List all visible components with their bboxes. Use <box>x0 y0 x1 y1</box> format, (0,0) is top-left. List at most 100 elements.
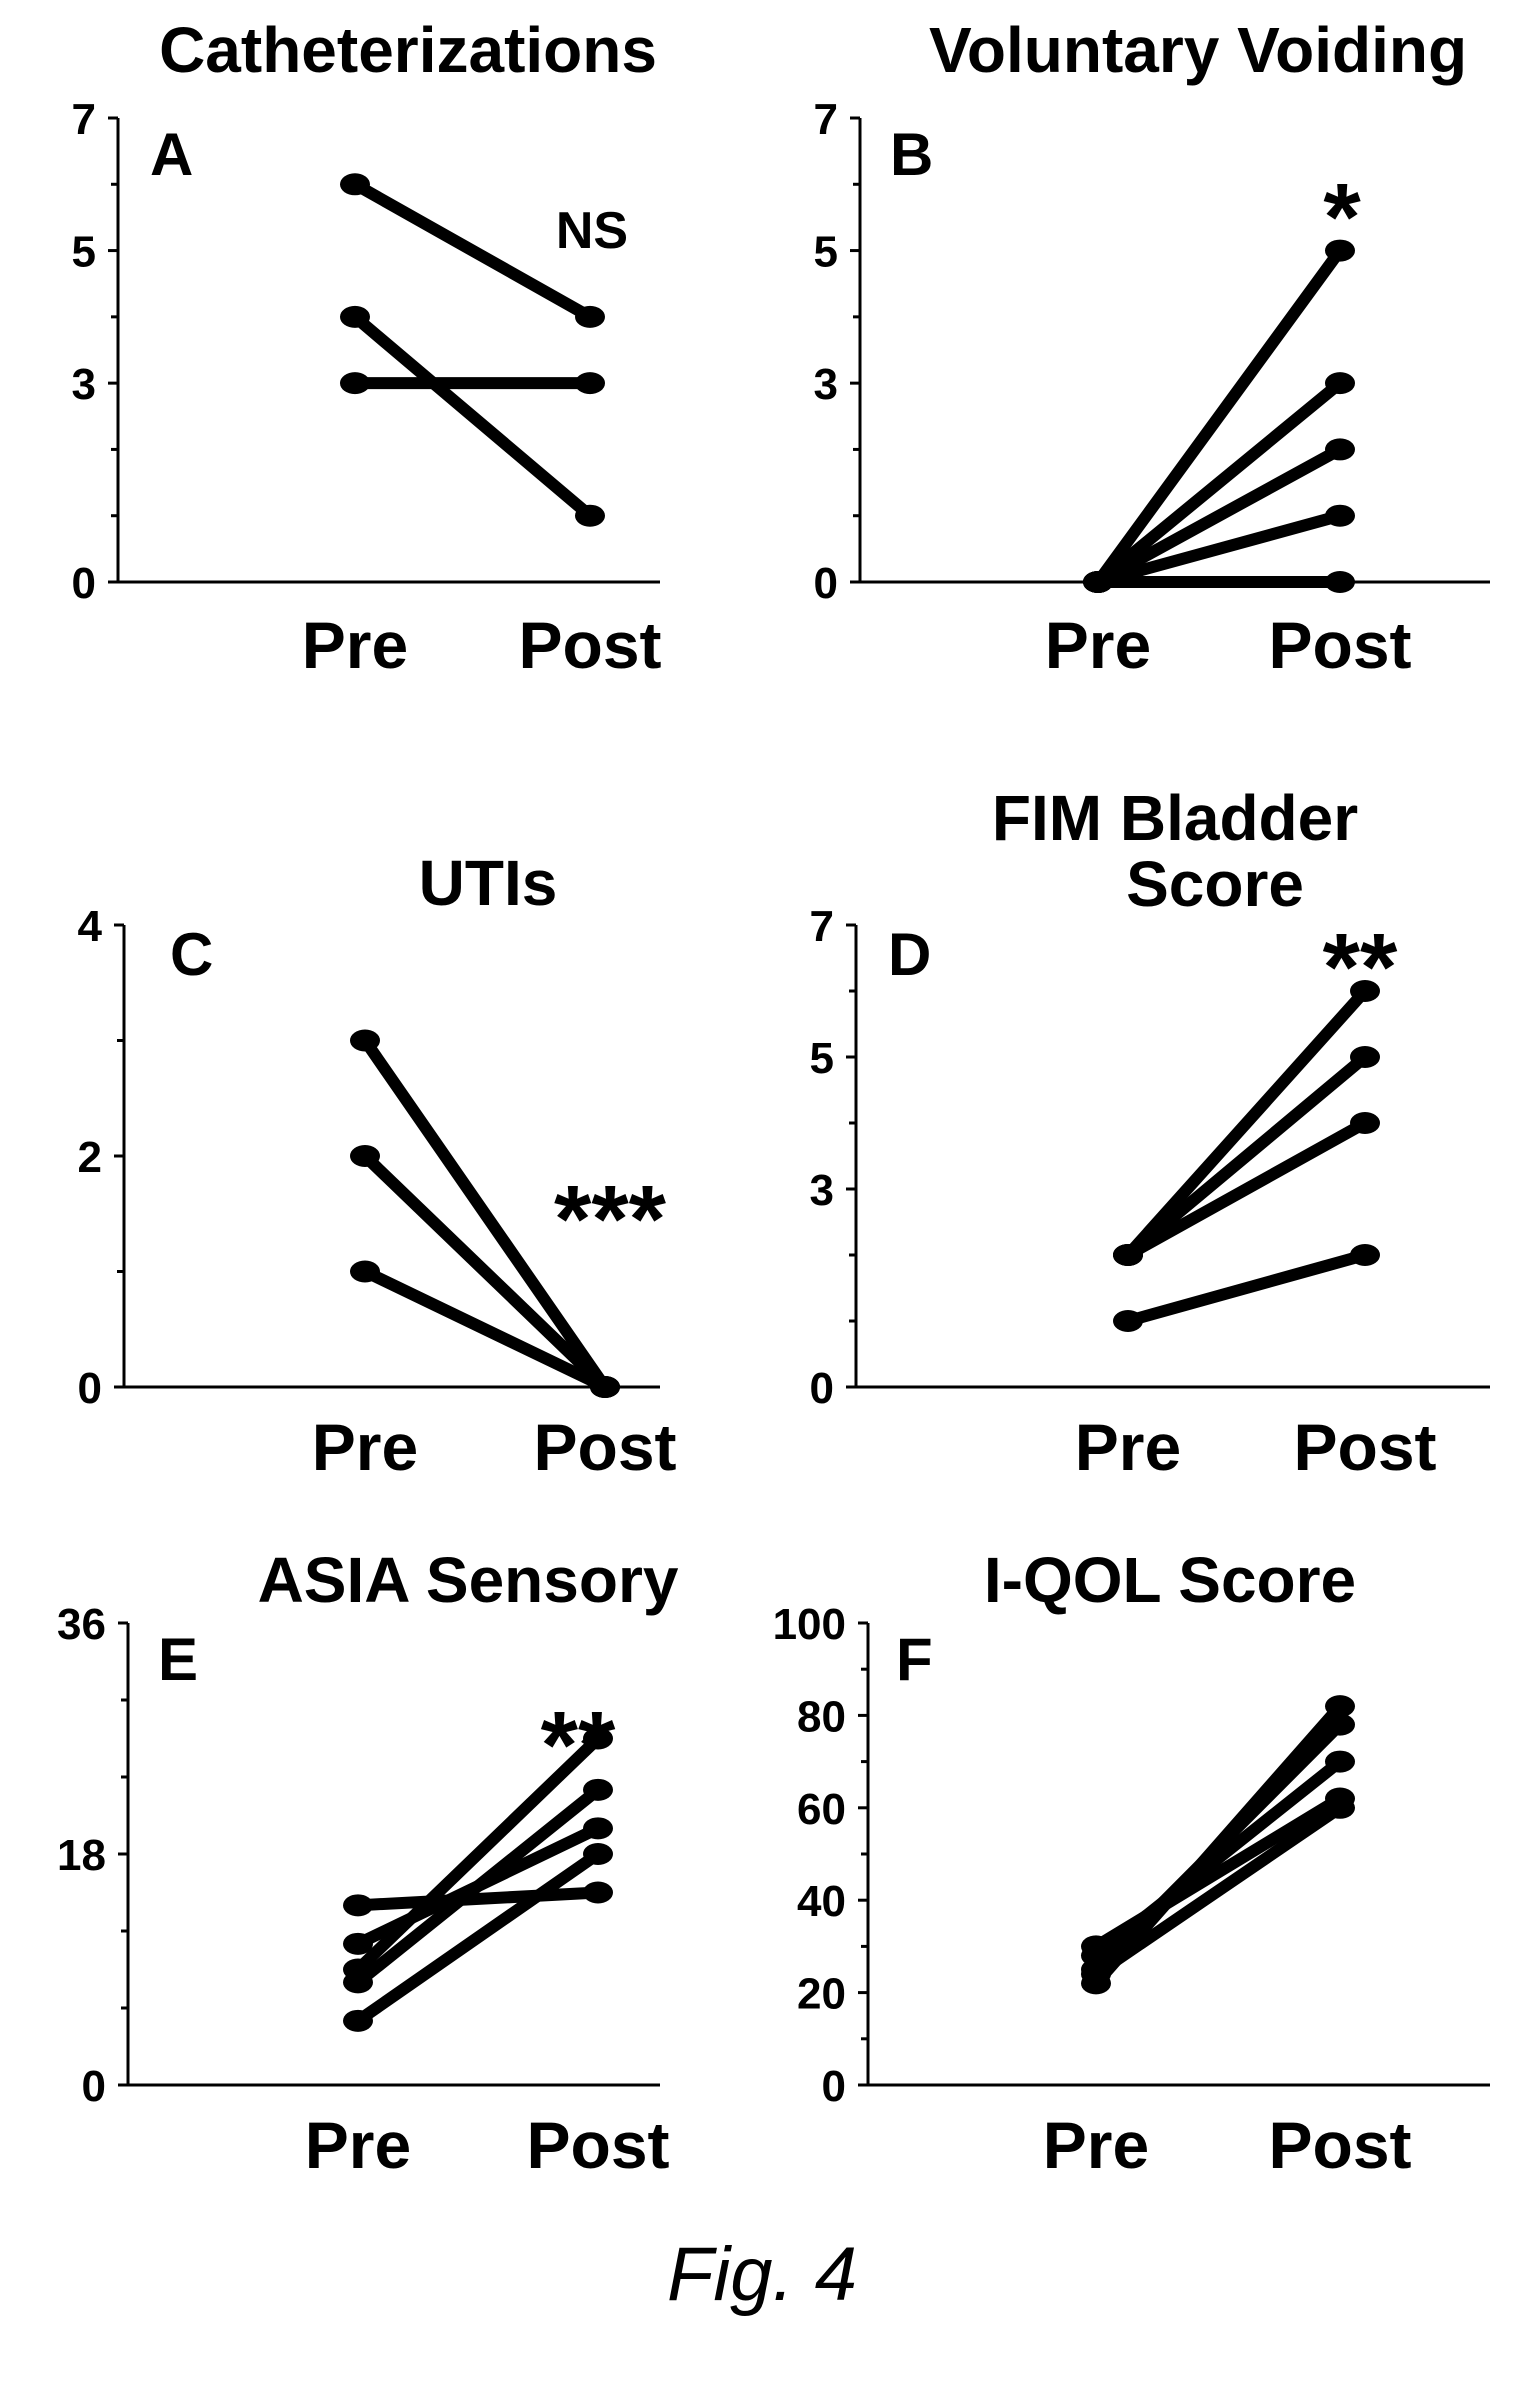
chart-title: Voluntary Voiding <box>929 14 1467 86</box>
x-category-label: Pre <box>1075 1410 1181 1484</box>
y-tick-label: 20 <box>797 1970 846 2019</box>
data-point-post <box>1325 438 1355 461</box>
x-category-label: Post <box>526 2108 669 2182</box>
data-point-pre <box>350 1260 380 1283</box>
x-category-label: Pre <box>302 608 408 682</box>
y-tick-label: 7 <box>72 95 96 144</box>
series-line-1 <box>352 1886 604 1912</box>
data-point-pre <box>340 305 370 328</box>
chart-title-line: Score <box>1126 848 1304 920</box>
data-point-post <box>575 305 605 328</box>
data-point-pre <box>343 1932 373 1955</box>
y-tick-label: 100 <box>773 1600 846 1649</box>
x-category-label: Pre <box>305 2108 411 2182</box>
panel-letter: D <box>888 921 931 988</box>
series-line-2 <box>349 310 596 522</box>
data-point-post <box>1325 571 1355 593</box>
data-point-post <box>1325 504 1355 527</box>
series-line-1 <box>1122 985 1371 1261</box>
x-category-label: Pre <box>312 1410 418 1484</box>
data-point-pre <box>340 173 370 196</box>
y-tick-label: 7 <box>810 902 834 951</box>
series-line-2 <box>359 1150 611 1393</box>
y-tick-label: 80 <box>797 1692 846 1741</box>
chart-title: UTIs <box>419 847 558 919</box>
data-point-pre <box>1113 1244 1143 1266</box>
data-point-post <box>1350 1244 1380 1266</box>
chart-title: Catheterizations <box>159 14 657 86</box>
data-point-post <box>1325 1796 1355 1819</box>
y-tick-label: 36 <box>57 1600 106 1649</box>
data-point-post <box>1325 239 1355 262</box>
data-point-post <box>575 372 605 395</box>
x-category-label: Pre <box>1043 2108 1149 2182</box>
panel-letter: C <box>170 921 213 988</box>
series-line-5 <box>1090 1801 1346 1981</box>
y-tick-label: 40 <box>797 1877 846 1926</box>
data-point-pre <box>350 1029 380 1052</box>
series-line-2 <box>1122 1051 1371 1261</box>
y-tick-label: 5 <box>814 228 838 277</box>
series-line-4 <box>1090 1792 1346 1953</box>
y-tick-label: 3 <box>72 360 96 409</box>
data-point-pre <box>340 372 370 395</box>
y-tick-label: 0 <box>72 559 96 608</box>
data-point-pre <box>350 1145 380 1167</box>
data-point-post <box>590 1376 620 1398</box>
x-category-label: Pre <box>1045 608 1151 682</box>
panel-a: 0 3 5 7 Pre Post A Catheterizations NS <box>72 14 662 682</box>
data-point-pre <box>343 2009 373 2032</box>
y-tick-label: 4 <box>78 902 103 951</box>
data-point-post <box>575 504 605 527</box>
y-tick-label: 0 <box>810 1364 834 1413</box>
data-point-post <box>583 1817 613 1840</box>
chart-title: I-QOL Score <box>984 1544 1356 1616</box>
data-point-pre <box>1113 1310 1143 1332</box>
x-category-label: Post <box>518 608 661 682</box>
y-tick-label: 60 <box>797 1785 846 1834</box>
x-category-label: Post <box>1268 608 1411 682</box>
data-point-post <box>583 1843 613 1865</box>
data-point-post <box>583 1727 613 1750</box>
panel-letter: B <box>890 121 933 188</box>
figure-caption: Fig. 4 <box>667 2232 857 2317</box>
significance-marker: NS <box>556 202 628 260</box>
x-category-label: Post <box>1293 1410 1436 1484</box>
y-tick-label: 18 <box>57 1831 106 1880</box>
series-line-1 <box>359 1034 611 1393</box>
data-point-post <box>583 1778 613 1801</box>
data-point-pre <box>1083 571 1113 593</box>
x-category-label: Post <box>1268 2108 1411 2182</box>
y-tick-label: 3 <box>810 1166 834 1215</box>
x-category-label: Post <box>533 1410 676 1484</box>
data-point-post <box>1350 1112 1380 1134</box>
series-line-4 <box>352 1783 604 1989</box>
y-tick-label: 0 <box>78 1364 102 1413</box>
y-tick-label: 5 <box>810 1034 834 1083</box>
series-line-4 <box>1122 1249 1371 1327</box>
y-tick-label: 5 <box>72 228 96 277</box>
panel-letter: E <box>158 1626 198 1693</box>
y-tick-label: 0 <box>822 2062 846 2111</box>
series-line-3 <box>1092 443 1346 588</box>
data-point-pre <box>343 1971 373 1994</box>
chart-title: ASIA Sensory <box>258 1544 679 1616</box>
series-line-3 <box>352 1732 604 1976</box>
series-line-2 <box>1092 377 1346 588</box>
y-tick-label: 2 <box>78 1133 102 1182</box>
data-point-post <box>583 1881 613 1904</box>
panel-letter: A <box>150 121 193 188</box>
data-point-post <box>1350 980 1380 1002</box>
significance-marker: *** <box>554 1166 667 1273</box>
panel-c: 0 2 4 Pre Post C UTIs *** <box>78 847 677 1484</box>
panel-f: 0 20 40 60 80 100 Pre Post F I-QOL Score <box>773 1544 1490 2182</box>
y-tick-label: 3 <box>814 360 838 409</box>
data-point-pre <box>343 1894 373 1917</box>
panel-letter: F <box>896 1626 933 1693</box>
chart-title-line: FIM Bladder <box>992 782 1358 854</box>
data-point-post <box>1350 1046 1380 1068</box>
data-point-pre <box>1081 1963 1111 1986</box>
